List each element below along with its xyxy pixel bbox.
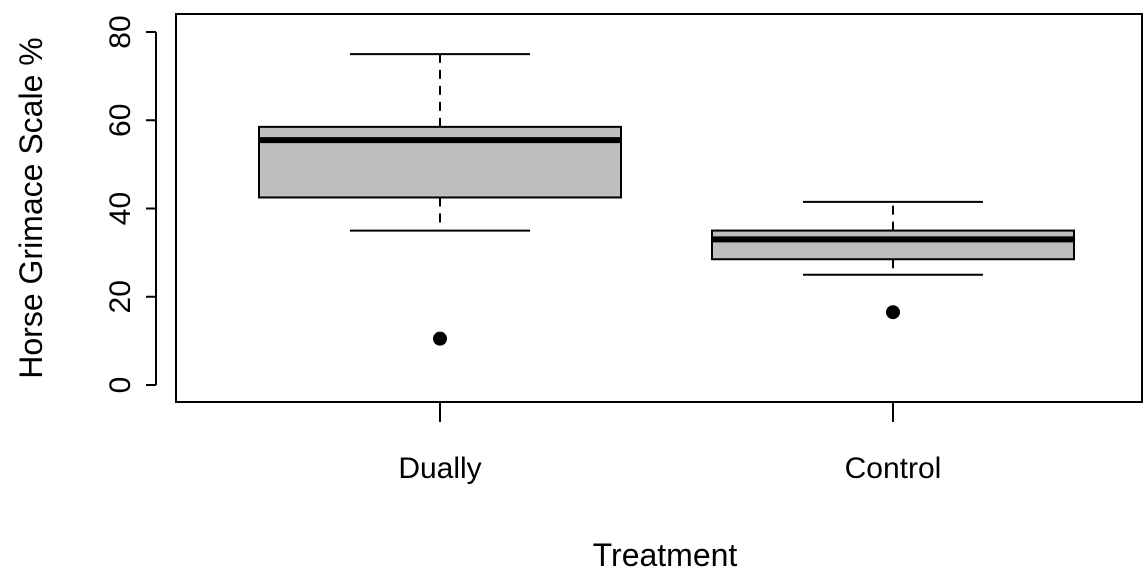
y-tick-label: 40 [104, 192, 137, 225]
box-iqr [711, 229, 1075, 261]
x-tick-label: Dually [398, 452, 481, 485]
outlier-point [433, 331, 447, 346]
box-control [711, 200, 1075, 320]
plot-frame [175, 13, 1143, 403]
boxes-layer [258, 53, 1075, 346]
outlier-point [886, 305, 900, 320]
y-axis: 0 20 40 60 80 [104, 15, 157, 394]
y-tick-label: 20 [104, 280, 137, 313]
box-dually [258, 53, 622, 346]
y-axis-label: Horse Grimace Scale % [13, 37, 49, 378]
y-tick-label: 60 [104, 104, 137, 137]
y-tick-label: 80 [104, 15, 137, 48]
x-axis: Dually Control [398, 402, 941, 485]
x-tick-label: Control [845, 452, 942, 485]
x-axis-label: Treatment [593, 537, 738, 568]
y-tick-label: 0 [104, 377, 137, 394]
